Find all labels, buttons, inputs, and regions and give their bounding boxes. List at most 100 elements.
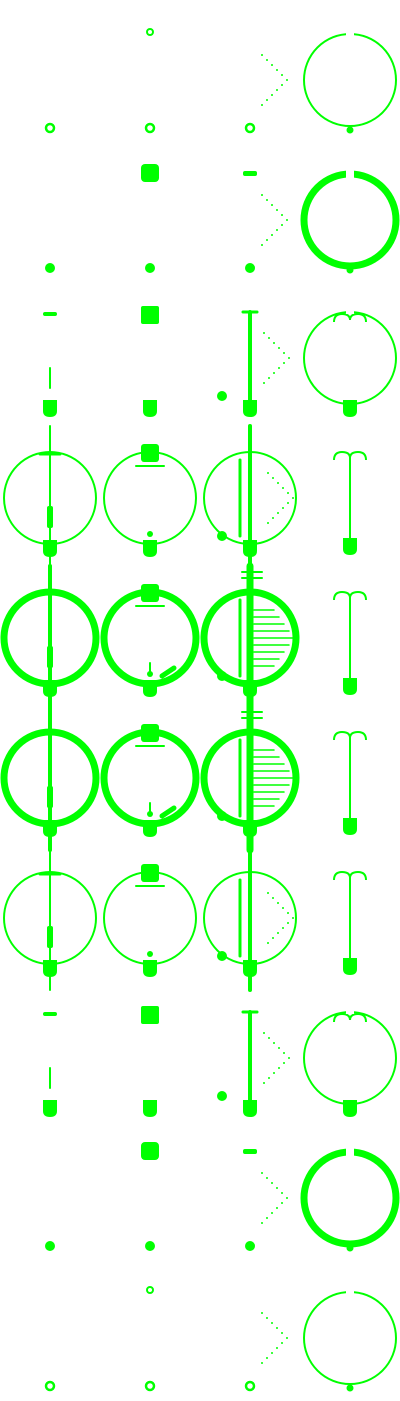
ring bbox=[300, 170, 400, 270]
chevron-dot bbox=[271, 204, 273, 206]
sprite-col1-row9 bbox=[45, 1241, 55, 1251]
chevron-dot bbox=[271, 1212, 273, 1214]
sprite-col2-row7 bbox=[103, 864, 197, 977]
pin-base bbox=[243, 960, 257, 977]
chevron-dot bbox=[278, 347, 280, 349]
pin-base bbox=[143, 680, 157, 697]
stem-bead bbox=[47, 926, 53, 948]
pin-base bbox=[43, 680, 57, 697]
pin-base bbox=[43, 1100, 57, 1117]
chevron-dot bbox=[277, 512, 279, 514]
chevron-dot bbox=[263, 332, 265, 334]
sprite-col3-row2 bbox=[243, 171, 288, 273]
chevron-dot bbox=[261, 1312, 263, 1314]
ring bbox=[300, 1148, 400, 1248]
pin-base bbox=[243, 820, 257, 837]
sprite-col2-row5 bbox=[100, 584, 200, 697]
sprite-col3-row6 bbox=[200, 702, 300, 854]
chevron-dot bbox=[281, 1332, 283, 1334]
chevron-dot bbox=[281, 224, 283, 226]
corner-dot bbox=[217, 671, 227, 681]
chevron-dot bbox=[272, 897, 274, 899]
sprite-col3-row1 bbox=[244, 54, 288, 134]
bottom-dot bbox=[346, 1244, 354, 1252]
chevron-dot bbox=[281, 1202, 283, 1204]
chevron-dot bbox=[268, 337, 270, 339]
square-handle bbox=[141, 444, 159, 462]
bottom-dot bbox=[346, 1384, 354, 1392]
chevron-dot bbox=[261, 194, 263, 196]
small-dot bbox=[245, 1241, 255, 1251]
bottom-dot bbox=[346, 266, 354, 274]
sprite-col3-row4 bbox=[203, 424, 297, 572]
corner-dot bbox=[217, 531, 227, 541]
hook bbox=[159, 805, 177, 819]
chevron-dot bbox=[278, 367, 280, 369]
sprite-col3-row5 bbox=[200, 562, 300, 714]
sprite-col2-row10 bbox=[144, 1286, 156, 1392]
tiny-ring bbox=[146, 1286, 154, 1294]
chevron-dot bbox=[287, 922, 289, 924]
small-ring bbox=[144, 1380, 156, 1392]
chevron-dot bbox=[266, 1217, 268, 1219]
pin-base bbox=[343, 400, 357, 417]
sprite-col2-row4 bbox=[103, 444, 197, 557]
chevron-dot bbox=[266, 239, 268, 241]
corner-dot bbox=[217, 391, 227, 401]
small-ring bbox=[144, 122, 156, 134]
chevron-dot bbox=[277, 902, 279, 904]
chevron-dot bbox=[277, 932, 279, 934]
ring bbox=[303, 311, 397, 405]
chevron-dot bbox=[261, 1362, 263, 1364]
pin-base bbox=[243, 540, 257, 557]
chevron-dot bbox=[266, 1357, 268, 1359]
chevron-dot bbox=[272, 517, 274, 519]
sprite-col4-row10 bbox=[303, 1290, 397, 1392]
ring bbox=[303, 1291, 397, 1385]
stem-bead bbox=[47, 646, 53, 668]
square-handle bbox=[141, 1142, 159, 1160]
chevron-dot bbox=[272, 937, 274, 939]
chevron-dot bbox=[282, 507, 284, 509]
chevron-dot bbox=[276, 1327, 278, 1329]
chevron-dot bbox=[271, 64, 273, 66]
chevron-dot bbox=[273, 372, 275, 374]
chevron-dot bbox=[261, 1172, 263, 1174]
sprite-col1-row4 bbox=[3, 425, 97, 571]
pin-base bbox=[143, 1100, 157, 1117]
chevron-dot bbox=[267, 472, 269, 474]
sprite-col4-row1 bbox=[303, 32, 397, 134]
chevron-dot bbox=[276, 1347, 278, 1349]
sprite-col4-row6 bbox=[333, 730, 367, 835]
curl-cap bbox=[333, 312, 367, 323]
chevron-dot bbox=[263, 382, 265, 384]
corner-dot bbox=[217, 811, 227, 821]
chevron-dot bbox=[287, 492, 289, 494]
chevron-dot bbox=[288, 357, 290, 359]
chevron-dot bbox=[263, 1082, 265, 1084]
pin-base bbox=[43, 960, 57, 977]
chevron-dot bbox=[261, 104, 263, 106]
chevron-dot bbox=[276, 89, 278, 91]
chevron-dot bbox=[281, 84, 283, 86]
sprite-col1-row1 bbox=[44, 122, 56, 134]
chevron-dot bbox=[271, 234, 273, 236]
stem-bead bbox=[47, 786, 53, 808]
small-ring bbox=[244, 122, 256, 134]
chevron-dot bbox=[267, 942, 269, 944]
small-dot bbox=[45, 263, 55, 273]
pin-base bbox=[343, 1100, 357, 1117]
corner-dot bbox=[217, 1091, 227, 1101]
pin-base bbox=[143, 960, 157, 977]
sprite-col3-row9 bbox=[243, 1149, 288, 1251]
hook bbox=[159, 665, 177, 679]
square-handle bbox=[141, 584, 159, 602]
small-dot bbox=[245, 263, 255, 273]
chevron-dot bbox=[278, 1047, 280, 1049]
sprite-col2-row3 bbox=[141, 306, 159, 417]
square-handle bbox=[141, 164, 159, 182]
square-handle bbox=[141, 306, 159, 324]
small-ring bbox=[244, 1380, 256, 1392]
chevron-dot bbox=[281, 1192, 283, 1194]
